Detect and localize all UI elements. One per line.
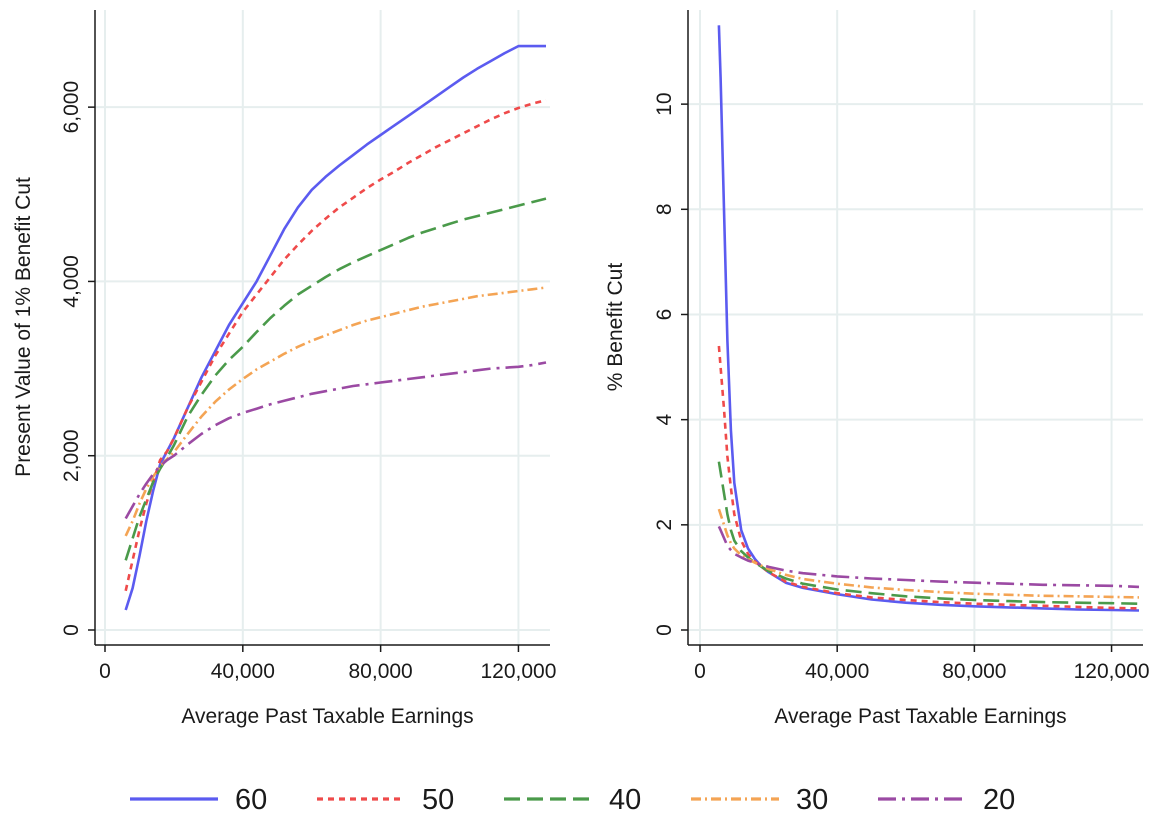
left-x-axis-label: Average Past Taxable Earnings	[181, 705, 473, 728]
left-x-tick-label: 80,000	[349, 660, 413, 683]
legend-label-50: 50	[422, 784, 454, 816]
legend-label-60: 60	[235, 784, 267, 816]
left-y-tick-label: 6,000	[60, 81, 83, 134]
right-x-tick-label: 80,000	[942, 660, 1006, 683]
right-x-tick-label: 120,000	[1074, 660, 1150, 683]
right-gridlines	[688, 10, 1143, 645]
left-y-tick-label: 4,000	[60, 255, 83, 308]
left-x-tick-label: 120,000	[480, 660, 556, 683]
right-x-axis-label: Average Past Taxable Earnings	[774, 705, 1066, 728]
right-series-line-50	[717, 345, 1140, 610]
right-y-tick-label: 0	[653, 624, 676, 636]
right-y-axis-label: % Benefit Cut	[604, 263, 627, 392]
legend-label-30: 30	[796, 784, 828, 816]
left-y-tick-label: 0	[60, 624, 83, 636]
right-x-tick-label: 40,000	[805, 660, 869, 683]
left-series-line-40	[124, 197, 547, 561]
right-series-line-30	[717, 508, 1140, 599]
right-y-tick-label: 8	[653, 203, 676, 215]
legend-label-20: 20	[983, 784, 1015, 816]
right-y-tick-label: 4	[653, 413, 676, 425]
left-series-lines	[124, 44, 547, 611]
left-series-line-60	[124, 44, 546, 611]
right-axes: 0 40,000 80,000 120,000 0 2 4 6 8 10	[653, 10, 1150, 683]
left-x-tick-label: 0	[99, 660, 111, 683]
left-gridlines	[95, 10, 550, 645]
right-panel-percent-cut: 0 40,000 80,000 120,000 0 2 4 6 8 10 % Benefit Cu…	[604, 10, 1150, 728]
right-y-tick-label: 6	[653, 309, 676, 321]
left-series-line-20	[124, 361, 547, 520]
left-series-line-50	[124, 98, 547, 592]
right-series-line-40	[717, 461, 1140, 605]
right-series-line-60	[717, 25, 1140, 612]
left-series-line-30	[124, 286, 547, 537]
left-y-axis-label: Present Value of 1% Benefit Cut	[12, 177, 35, 477]
legend: 60 50 40 30 20	[130, 784, 1015, 816]
left-x-tick-label: 40,000	[211, 660, 275, 683]
right-series-line-20	[717, 525, 1140, 589]
left-y-tick-label: 2,000	[60, 429, 83, 482]
right-x-tick-label: 0	[694, 660, 706, 683]
right-y-tick-label: 10	[653, 92, 676, 115]
right-y-tick-label: 2	[653, 519, 676, 531]
legend-label-40: 40	[609, 784, 641, 816]
left-panel-present-value: 0 40,000 80,000 120,000 0 2,000 4,000 6,000 Pre…	[12, 10, 556, 728]
right-series-lines	[717, 25, 1140, 612]
left-axes: 0 40,000 80,000 120,000 0 2,000 4,000 6,000	[60, 10, 556, 683]
